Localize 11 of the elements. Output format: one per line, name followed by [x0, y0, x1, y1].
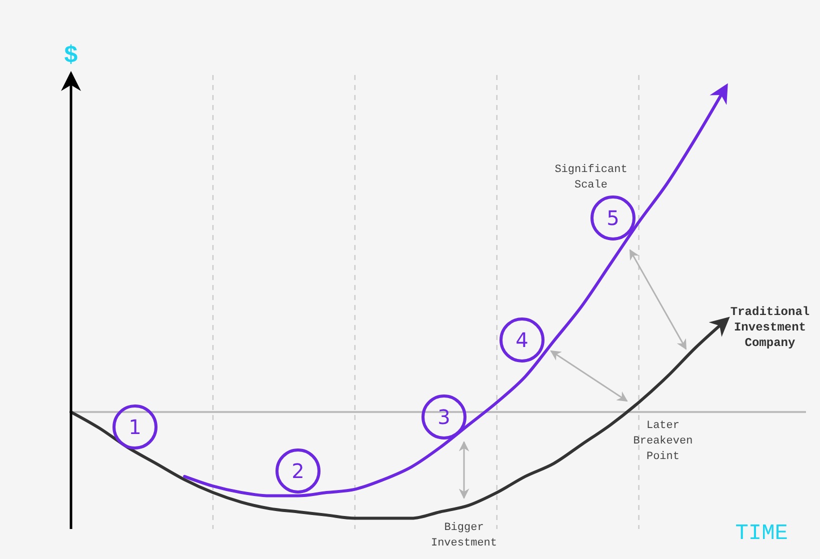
- text: Bigger Investment: [430, 522, 498, 550]
- annotation: 3: [438, 405, 450, 429]
- annotation: Later Breakeven Point: [633, 420, 693, 463]
- annotation: Significant Scale: [554, 164, 628, 192]
- annotation: 4: [516, 328, 528, 352]
- x-axis-title: TIME: [735, 521, 788, 546]
- y-axis-title: $: [64, 43, 78, 70]
- series-label: Traditional Investment Company: [730, 304, 810, 350]
- annotation: 2: [292, 459, 304, 483]
- annotation: 5: [606, 206, 620, 230]
- annotation: 1: [128, 415, 142, 439]
